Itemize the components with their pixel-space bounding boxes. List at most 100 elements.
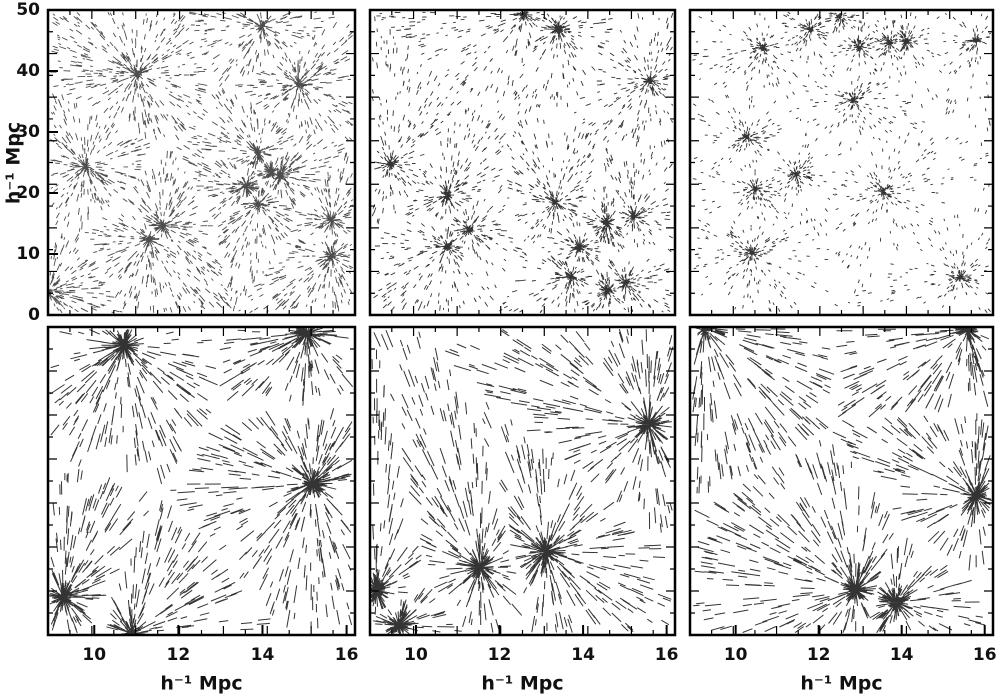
frame-tick <box>370 327 675 635</box>
frame-tick <box>370 327 675 635</box>
y-tick-label: 30 <box>16 122 40 142</box>
y-tick-label: 50 <box>16 0 40 20</box>
frame-tick <box>48 10 355 315</box>
frame-tick <box>690 327 993 635</box>
frame-tick <box>48 327 355 635</box>
velocity-field <box>370 328 674 635</box>
velocity-field <box>692 11 992 314</box>
frame-tick <box>370 327 675 635</box>
frame-tick <box>690 10 993 315</box>
frame-tick <box>48 327 355 635</box>
frame-tick <box>48 327 355 635</box>
frame-tick <box>370 10 675 315</box>
frame-tick <box>48 10 355 315</box>
frame-tick <box>48 327 355 635</box>
frame-tick <box>370 10 675 315</box>
velocity-field <box>692 327 993 634</box>
panel-frame <box>368 8 677 317</box>
x-axis-label: h⁻¹ Mpc <box>160 673 242 695</box>
frame-tick <box>690 10 993 315</box>
frame-tick <box>690 10 993 315</box>
x-tick-label: 10 <box>404 645 428 665</box>
frame-tick <box>690 327 993 635</box>
velocity-field <box>371 10 674 314</box>
x-tick-label: 12 <box>167 645 191 665</box>
frame-tick <box>690 10 993 315</box>
frame-tick <box>48 327 355 635</box>
y-tick-label: 0 <box>28 305 40 325</box>
x-axis-label: h⁻¹ Mpc <box>800 673 882 695</box>
frame-tick <box>370 327 675 635</box>
x-tick-label: 16 <box>973 645 997 665</box>
x-tick-label: 14 <box>890 645 914 665</box>
y-tick-label: 10 <box>16 244 40 264</box>
frame-tick <box>48 327 355 635</box>
frame-tick <box>370 10 675 315</box>
frame-tick <box>48 10 355 315</box>
frame-tick <box>370 10 675 315</box>
frame-tick <box>48 10 355 315</box>
x-tick-label: 12 <box>807 645 831 665</box>
frame-tick <box>48 10 355 315</box>
x-tick-label: 14 <box>251 645 275 665</box>
frame-tick <box>370 327 675 635</box>
frame-tick <box>690 327 993 635</box>
panel-frame <box>688 325 995 637</box>
velocity-field <box>49 327 354 635</box>
frame-tick <box>690 10 993 315</box>
frame-tick <box>690 327 993 635</box>
x-tick-label: 10 <box>724 645 748 665</box>
frame-tick <box>690 10 993 315</box>
frame-tick <box>370 10 675 315</box>
frame-tick <box>48 327 355 635</box>
frame-tick <box>370 10 675 315</box>
frame-tick <box>690 10 993 315</box>
frame-tick <box>690 327 993 635</box>
frame-tick <box>690 327 993 635</box>
x-axis-label: h⁻¹ Mpc <box>481 673 563 695</box>
frame-tick <box>690 10 993 315</box>
frame-tick <box>48 327 355 635</box>
frame-tick <box>690 327 993 635</box>
frame-tick <box>370 10 675 315</box>
frame-tick <box>370 10 675 315</box>
frame-tick <box>48 10 355 315</box>
frame-tick <box>370 327 675 635</box>
frame-tick <box>48 10 355 315</box>
x-tick-label: 10 <box>82 645 106 665</box>
frame-tick <box>370 327 675 635</box>
frame-tick <box>48 327 355 635</box>
frame-tick <box>690 327 993 635</box>
x-tick-label: 14 <box>571 645 595 665</box>
x-tick-label: 12 <box>488 645 512 665</box>
frame-tick <box>370 327 675 635</box>
y-axis-label: h⁻¹ Mpc <box>3 122 25 204</box>
frame-tick <box>48 10 355 315</box>
frame-tick <box>48 327 355 635</box>
y-tick-label: 40 <box>16 61 40 81</box>
y-tick-label: 20 <box>16 183 40 203</box>
frame-tick <box>48 10 355 315</box>
x-tick-label: 16 <box>335 645 359 665</box>
frame-tick <box>690 10 993 315</box>
frame-tick <box>690 327 993 635</box>
x-tick-label: 16 <box>655 645 679 665</box>
frame-tick <box>690 327 993 635</box>
frame-tick <box>48 10 355 315</box>
frame-tick <box>48 327 355 635</box>
frame-tick <box>370 10 675 315</box>
frame-tick <box>690 327 993 635</box>
frame-tick <box>690 10 993 315</box>
frame-tick <box>48 327 355 635</box>
frame-tick <box>370 10 675 315</box>
frame-tick <box>370 10 675 315</box>
frame-tick <box>370 10 675 315</box>
frame-tick <box>690 327 993 635</box>
frame-tick <box>370 10 675 315</box>
frame-tick <box>690 10 993 315</box>
frame-tick <box>48 10 355 315</box>
frame-tick <box>690 10 993 315</box>
velocity-field <box>48 11 354 314</box>
frame-tick <box>690 10 993 315</box>
